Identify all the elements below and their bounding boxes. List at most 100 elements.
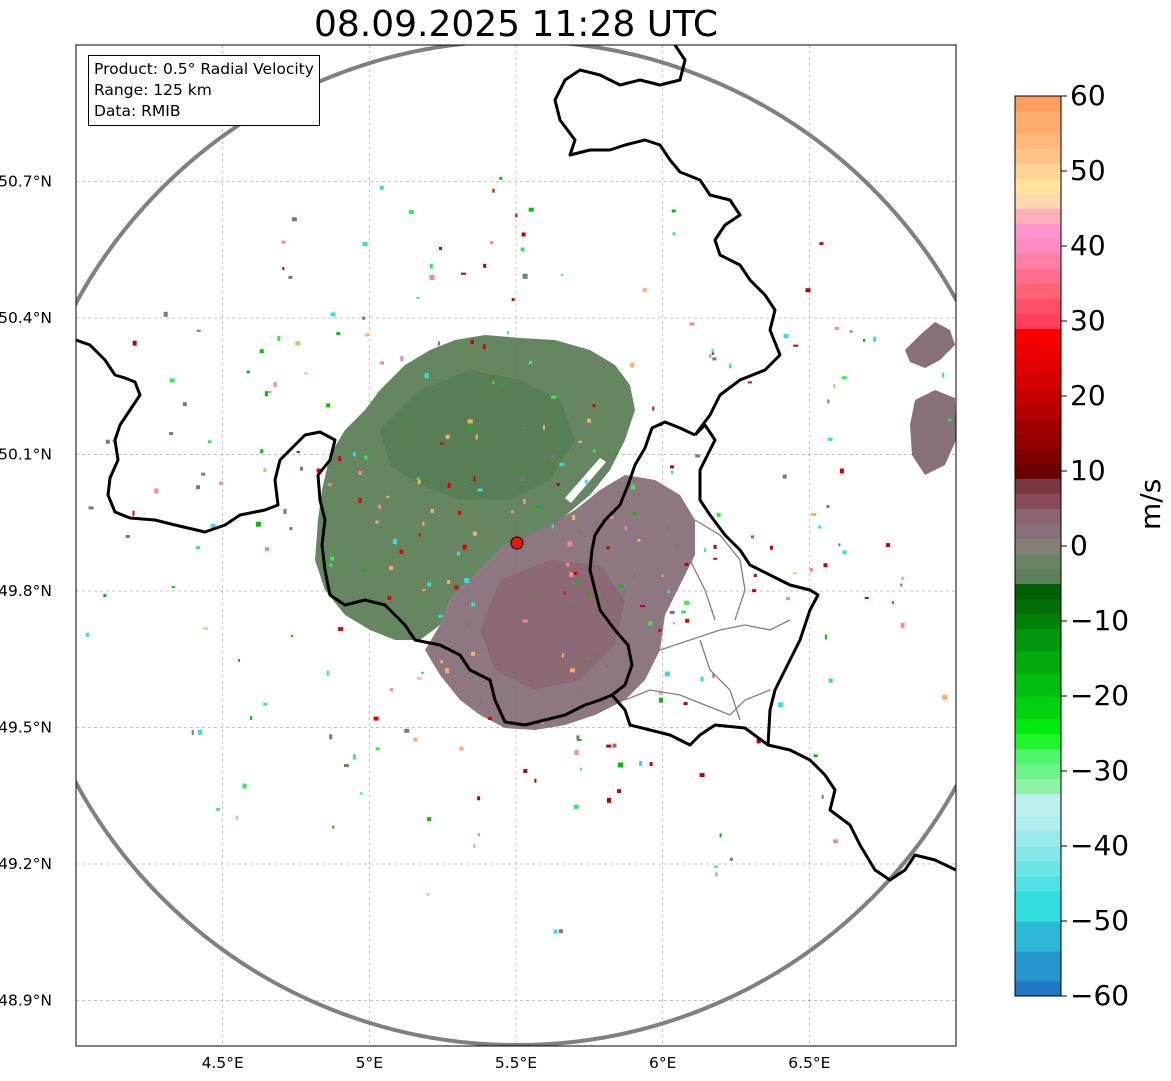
echo-speck	[430, 508, 434, 513]
echo-speck	[437, 341, 440, 346]
echo-speck	[401, 415, 404, 418]
echo-speck	[805, 288, 811, 293]
echo-speck	[198, 729, 203, 735]
echo-speck	[569, 572, 574, 577]
echo-speck	[470, 340, 474, 344]
lat-tick-label: 50.1°N	[0, 446, 52, 464]
echo-speck	[490, 241, 493, 245]
echo-speck	[606, 744, 612, 748]
echo-speck	[756, 738, 761, 744]
echo-speck	[553, 929, 558, 934]
colorbar-segment	[1015, 628, 1061, 652]
echo-speck	[639, 760, 643, 766]
colorbar-segment	[1015, 816, 1061, 832]
echo-speck	[439, 247, 442, 250]
colorbar-tick-label: 10	[1070, 454, 1106, 487]
echo-speck	[289, 527, 293, 531]
echo-speck	[445, 668, 449, 674]
echo-speck	[752, 589, 757, 593]
province-line-5	[699, 639, 741, 721]
echo-speck	[833, 839, 839, 844]
echo-speck	[573, 571, 578, 575]
province-line-4	[689, 559, 716, 621]
echo-speck	[277, 336, 281, 341]
echo-speck	[459, 746, 464, 751]
lon-tick-label: 5.5°E	[495, 1054, 537, 1072]
echo-speck	[378, 504, 381, 509]
colorbar-segment	[1015, 388, 1061, 404]
echo-speck	[713, 544, 717, 549]
echo-speck	[666, 526, 669, 529]
echo-speck	[216, 807, 221, 811]
colorbar-label: m/s	[1134, 478, 1167, 530]
echo-speck	[154, 488, 159, 494]
colorbar-segment	[1015, 178, 1061, 194]
echo-speck	[783, 334, 789, 338]
echo-speck	[329, 734, 333, 740]
echo-speck	[729, 857, 733, 861]
colorbar-segment	[1015, 951, 1061, 982]
echo-speck	[338, 627, 344, 632]
echo-speck	[196, 329, 201, 332]
echo-speck	[813, 754, 818, 758]
colorbar-tick-label: 40	[1070, 229, 1106, 262]
echo-speck	[617, 789, 621, 794]
colorbar-segment	[1015, 793, 1061, 817]
colorbar-segment	[1015, 463, 1061, 479]
colorbar-segment	[1015, 891, 1061, 922]
echo-speck	[599, 595, 603, 599]
echo-speck	[330, 312, 336, 317]
echo-speck	[387, 595, 392, 600]
echo-speck	[659, 697, 663, 703]
echo-speck	[648, 621, 653, 626]
echo-speck	[713, 557, 718, 560]
echo-speck	[465, 621, 470, 627]
echo-speck	[606, 665, 609, 668]
echo-speck	[823, 563, 828, 568]
echo-speck	[295, 341, 301, 346]
echo-speck	[522, 273, 528, 279]
echo-speck	[477, 796, 481, 801]
colorbar-segment	[1015, 718, 1061, 734]
echo-speck	[282, 267, 285, 271]
echo-speck	[379, 185, 384, 190]
echo-speck	[750, 535, 754, 539]
echo-speck	[191, 730, 194, 735]
echo-speck	[86, 632, 89, 637]
colorbar-segment	[1015, 583, 1061, 599]
colorbar-segment	[1015, 696, 1061, 719]
colorbar-segment	[1015, 358, 1061, 374]
echo-speck	[873, 336, 877, 342]
echo-speck	[714, 865, 719, 868]
echo-speck	[492, 188, 495, 193]
echo-speck	[499, 176, 503, 180]
colorbar-tick-label: −40	[1070, 829, 1130, 862]
echo-speck	[467, 419, 473, 424]
echo-speck	[132, 340, 137, 346]
echo-speck	[534, 778, 537, 783]
echo-speck	[163, 311, 168, 317]
colorbar-segment	[1015, 613, 1061, 629]
echo-speck	[900, 583, 903, 587]
echo-speck	[521, 232, 526, 237]
echo-speck	[264, 391, 268, 397]
echo-speck	[712, 357, 717, 361]
echo-speck	[462, 544, 467, 550]
echo-speck	[703, 548, 706, 553]
echo-speck	[364, 455, 368, 460]
echo-speck	[464, 483, 468, 486]
echo-speck	[559, 462, 565, 466]
echo-speck	[373, 716, 379, 721]
colorbar-segment	[1015, 283, 1061, 299]
echo-speck	[399, 549, 404, 554]
echo-speck	[246, 370, 250, 374]
echo-speck	[563, 591, 566, 595]
echo-speck	[624, 525, 627, 531]
echo-speck	[689, 322, 695, 326]
echo-speck	[440, 660, 444, 664]
echo-speck	[501, 384, 504, 387]
echo-speck	[671, 209, 676, 213]
echo-speck	[365, 333, 370, 337]
echo-speck	[304, 372, 308, 375]
lon-tick-label: 6.5°E	[788, 1054, 830, 1072]
